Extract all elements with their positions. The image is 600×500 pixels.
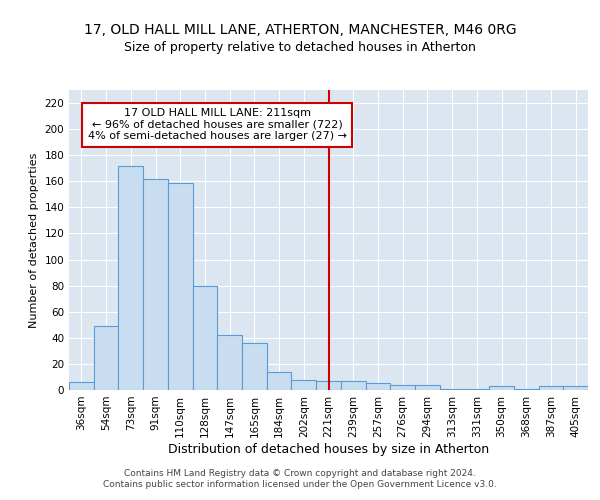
Bar (464, 388, 489, 390)
Bar (390, 385, 415, 390)
Bar (168, 182, 193, 390)
Bar (539, 386, 563, 390)
Bar (514, 388, 539, 390)
Y-axis label: Number of detached properties: Number of detached properties (29, 152, 39, 328)
Bar (267, 372, 292, 390)
Bar (118, 166, 143, 390)
X-axis label: Distribution of detached houses by size in Atherton: Distribution of detached houses by size … (168, 442, 489, 456)
Bar (292, 380, 316, 390)
Text: 17 OLD HALL MILL LANE: 211sqm
← 96% of detached houses are smaller (722)
4% of s: 17 OLD HALL MILL LANE: 211sqm ← 96% of d… (88, 108, 347, 142)
Text: Contains public sector information licensed under the Open Government Licence v3: Contains public sector information licen… (103, 480, 497, 489)
Bar (365, 384, 390, 390)
Bar (440, 388, 464, 390)
Bar (143, 178, 168, 390)
Bar (94, 326, 118, 390)
Bar (193, 286, 217, 390)
Bar (316, 381, 341, 390)
Bar (217, 335, 242, 390)
Bar (563, 386, 588, 390)
Bar (341, 381, 365, 390)
Text: Contains HM Land Registry data © Crown copyright and database right 2024.: Contains HM Land Registry data © Crown c… (124, 468, 476, 477)
Bar (489, 386, 514, 390)
Bar (242, 343, 267, 390)
Bar (415, 385, 440, 390)
Text: 17, OLD HALL MILL LANE, ATHERTON, MANCHESTER, M46 0RG: 17, OLD HALL MILL LANE, ATHERTON, MANCHE… (83, 22, 517, 36)
Text: Size of property relative to detached houses in Atherton: Size of property relative to detached ho… (124, 41, 476, 54)
Bar (69, 382, 94, 390)
